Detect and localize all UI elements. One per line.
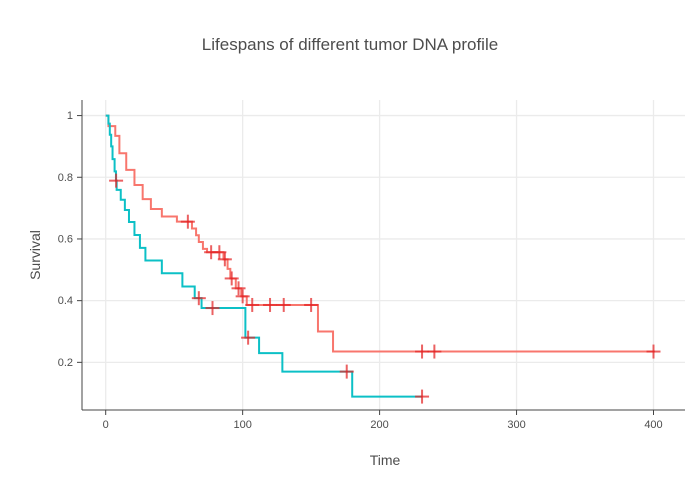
censor-mark-tumor-profile-teal — [191, 291, 206, 306]
censor-mark-tumor-profile-salmon — [646, 344, 661, 359]
y-tick-label: 0.6 — [58, 233, 73, 245]
censor-mark-tumor-profile-teal — [339, 364, 354, 379]
censor-marks — [109, 173, 661, 404]
survival-curves — [105, 114, 655, 398]
y-tick-label: 0.4 — [58, 295, 73, 307]
censor-mark-tumor-profile-teal — [415, 389, 430, 404]
x-tick-label: 400 — [644, 419, 662, 431]
plot-drag-area[interactable] — [82, 100, 685, 410]
censor-mark-tumor-profile-salmon — [263, 297, 278, 312]
km-curve-tumor-profile-teal — [105, 114, 423, 398]
censor-mark-tumor-profile-salmon — [180, 214, 195, 229]
km-curve-tumor-profile-salmon — [105, 114, 655, 353]
censor-mark-tumor-profile-salmon — [304, 297, 319, 312]
x-axis-title: Time — [370, 452, 401, 468]
censor-mark-tumor-profile-teal — [241, 330, 256, 345]
chart-title: Lifespans of different tumor DNA profile — [202, 35, 498, 54]
x-tick-label: 200 — [370, 419, 388, 431]
y-axis-title: Survival — [27, 230, 43, 280]
x-tick-label: 300 — [507, 419, 525, 431]
tick-labels: 0 100 200 300 400 0.2 0.4 0.6 0.8 1 — [58, 110, 663, 431]
censor-mark-tumor-profile-salmon — [415, 344, 430, 359]
x-tick-label: 0 — [103, 419, 109, 431]
gridlines — [82, 100, 685, 410]
censor-mark-tumor-profile-teal — [205, 301, 220, 316]
censor-mark-tumor-profile-salmon — [245, 297, 260, 312]
censor-mark-tumor-profile-salmon — [235, 289, 250, 304]
censor-mark-tumor-profile-salmon — [217, 252, 232, 267]
x-tick-label: 100 — [233, 419, 251, 431]
censor-mark-tumor-profile-teal — [109, 173, 124, 188]
y-tick-label: 0.2 — [58, 357, 73, 369]
censor-mark-tumor-profile-salmon — [231, 281, 246, 296]
y-tick-label: 1 — [67, 110, 73, 122]
censor-mark-tumor-profile-salmon — [224, 271, 239, 286]
censor-mark-tumor-profile-salmon — [212, 245, 227, 260]
censor-mark-tumor-profile-salmon — [276, 297, 291, 312]
axis-lines — [77, 100, 685, 415]
censor-mark-tumor-profile-salmon — [427, 344, 442, 359]
y-tick-label: 0.8 — [58, 172, 73, 184]
